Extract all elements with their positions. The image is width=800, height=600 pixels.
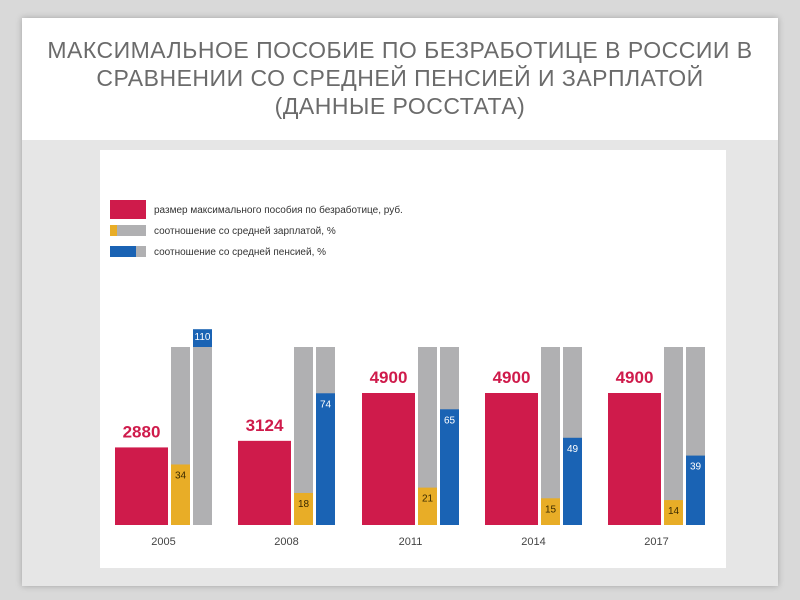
bar-wage-track-2017: [664, 347, 683, 525]
value-label-wage-2017: 14: [668, 506, 680, 517]
value-label-benefit-2011: 4900: [370, 368, 408, 387]
bar-wage-track-2014: [541, 347, 560, 525]
bar-benefit-2011: [362, 393, 415, 525]
bar-wage-2014: [541, 498, 560, 525]
value-label-pension-2014: 49: [567, 444, 579, 455]
x-tick-label-2014: 2014: [521, 536, 545, 548]
bar-wage-track-2008: [294, 347, 313, 525]
value-label-wage-2008: 18: [298, 499, 310, 510]
value-label-wage-2011: 21: [422, 494, 434, 505]
bar-pension-2008: [316, 393, 335, 525]
bar-wage-2008: [294, 492, 313, 525]
bar-chart: размер максимального пособия по безработ…: [110, 200, 705, 548]
bar-wage-2005: [171, 464, 190, 525]
bar-benefit-2014: [485, 393, 538, 525]
bar-benefit-2008: [238, 440, 291, 525]
bar-benefit-2017: [608, 393, 661, 525]
x-tick-label-2008: 2008: [274, 536, 298, 548]
value-label-pension-2017: 39: [690, 462, 702, 473]
value-label-benefit-2008: 3124: [246, 416, 284, 435]
legend-label-2: соотношение со средней пенсией, %: [154, 247, 326, 258]
value-label-pension-2011: 65: [444, 415, 456, 426]
bar-pension-track-2005: [193, 347, 212, 525]
value-label-benefit-2005: 2880: [123, 422, 161, 441]
value-label-pension-2005: 110: [195, 332, 211, 343]
legend-swatch-wage-accent: [110, 225, 117, 236]
chart-card: размер максимального пособия по безработ…: [100, 150, 726, 568]
value-label-wage-2005: 34: [175, 470, 187, 481]
value-label-wage-2014: 15: [545, 504, 557, 515]
legend-label-1: соотношение со средней зарплатой, %: [154, 226, 336, 237]
bar-wage-2017: [664, 500, 683, 525]
legend-swatch-benefit: [110, 200, 146, 219]
legend-swatch-pension-accent: [110, 246, 136, 257]
bar-pension-2005: [193, 329, 212, 347]
legend-swatch-wage: [110, 225, 146, 236]
x-tick-label-2005: 2005: [151, 536, 175, 548]
value-label-pension-2008: 74: [320, 399, 332, 410]
bar-pension-2017: [686, 455, 705, 525]
value-label-benefit-2017: 4900: [616, 368, 654, 387]
value-label-benefit-2014: 4900: [493, 368, 531, 387]
slide-title: Максимальное пособие по безработице в Ро…: [47, 37, 753, 119]
legend-label-0: размер максимального пособия по безработ…: [154, 204, 403, 216]
bar-wage-2011: [418, 487, 437, 525]
x-tick-label-2017: 2017: [644, 536, 668, 548]
bar-wage-track-2011: [418, 347, 437, 525]
bar-pension-2014: [563, 437, 582, 525]
title-band: Максимальное пособие по безработице в Ро…: [22, 18, 778, 138]
bar-benefit-2005: [115, 447, 168, 525]
bar-pension-2011: [440, 409, 459, 525]
x-tick-label-2011: 2011: [399, 536, 423, 548]
